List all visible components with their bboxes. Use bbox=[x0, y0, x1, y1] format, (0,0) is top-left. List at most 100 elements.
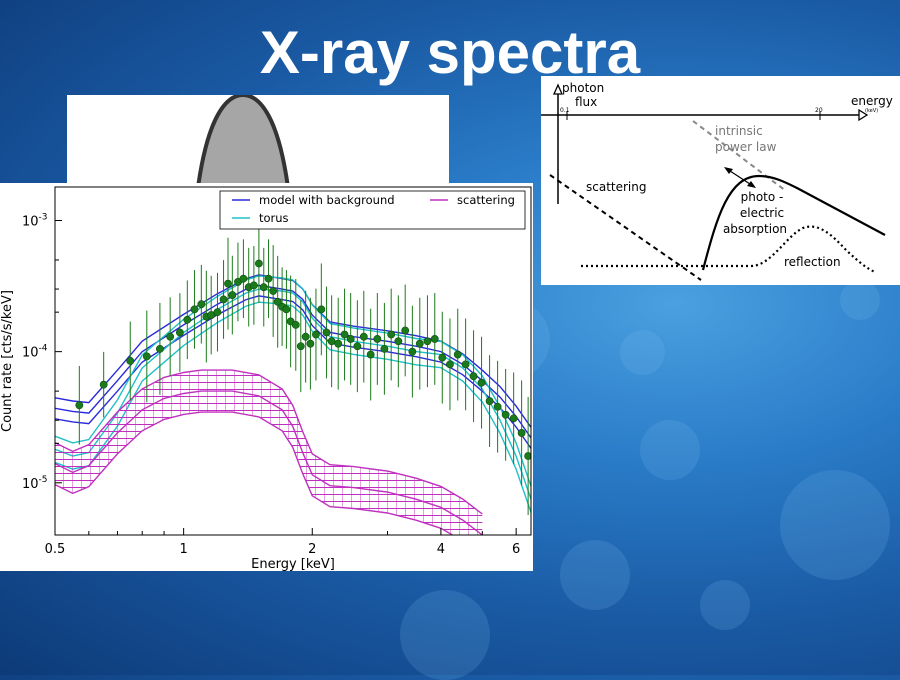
absorption-arrow bbox=[726, 168, 754, 187]
bell-shape-image bbox=[194, 95, 292, 195]
data-point bbox=[126, 357, 135, 365]
data-point bbox=[183, 315, 192, 324]
torus-line bbox=[55, 288, 531, 500]
data-point bbox=[366, 350, 375, 359]
torus-upper-line bbox=[55, 275, 531, 487]
data-point bbox=[197, 300, 206, 309]
absorption-arrow-tail bbox=[747, 181, 756, 188]
data-point bbox=[380, 344, 389, 353]
data-point bbox=[249, 281, 258, 290]
diagram-y-label-line1: photon bbox=[562, 81, 604, 95]
data-point bbox=[334, 339, 343, 348]
slide-title: X-ray spectra bbox=[259, 19, 641, 86]
reflection-line bbox=[581, 225, 876, 274]
x-tick-label: 0.5 bbox=[45, 542, 66, 557]
data-point bbox=[485, 397, 494, 405]
scattering-upper-line bbox=[55, 369, 483, 515]
data-point bbox=[373, 335, 382, 343]
data-point bbox=[524, 452, 531, 460]
data-point bbox=[408, 347, 417, 356]
data-point bbox=[264, 274, 273, 283]
data-point bbox=[142, 352, 151, 361]
data-point bbox=[224, 279, 232, 288]
background-image-panel bbox=[67, 95, 449, 195]
bokeh-circle bbox=[780, 470, 890, 580]
spectrum-plot-panel: 0.5 1 2 4 6 10-5 10-4 10-3 Energy [keV] Count rat… bbox=[0, 183, 533, 572]
data-point bbox=[517, 429, 526, 437]
data-point bbox=[340, 330, 349, 339]
bokeh-circle bbox=[700, 580, 750, 630]
x-tick-label: 4 bbox=[437, 542, 445, 557]
scattering-band-fill bbox=[55, 370, 483, 535]
data-point bbox=[438, 353, 447, 362]
scattering-line bbox=[55, 390, 483, 535]
absorption-arrow-head bbox=[724, 167, 733, 174]
data-point bbox=[423, 337, 432, 346]
data-point bbox=[401, 326, 410, 335]
scattering-label: scattering bbox=[586, 180, 647, 194]
data-point bbox=[359, 332, 368, 341]
data-point bbox=[394, 337, 403, 346]
data-point bbox=[291, 320, 300, 329]
x-tick-label: 2 bbox=[308, 542, 316, 557]
y-tick-label: 10-5 bbox=[22, 475, 48, 492]
data-point bbox=[239, 274, 248, 283]
schematic-diagram: 0.1 20 photon flux energy (keV) intrinsi… bbox=[541, 81, 893, 281]
data-point bbox=[346, 335, 355, 343]
y-tick-label: 10-4 bbox=[22, 344, 48, 361]
legend-box bbox=[219, 190, 526, 230]
absorbed-spectrum-line bbox=[701, 174, 886, 271]
spectrum-plot: 0.5 1 2 4 6 10-5 10-4 10-3 Energy [keV] Count rat… bbox=[0, 186, 532, 572]
data-point bbox=[430, 335, 439, 343]
data-point bbox=[99, 380, 108, 389]
scattering-line bbox=[549, 174, 702, 281]
data-point bbox=[322, 328, 331, 337]
reflection-label: reflection bbox=[784, 255, 841, 269]
diagram-x-label: energy bbox=[851, 94, 893, 108]
data-point bbox=[415, 339, 424, 348]
intrinsic-label-line1: intrinsic bbox=[715, 124, 763, 138]
bokeh-circle bbox=[640, 420, 700, 480]
data-point bbox=[387, 330, 396, 339]
data-point bbox=[156, 344, 164, 353]
photo-label-line2: electric bbox=[740, 206, 784, 220]
data-point bbox=[175, 328, 184, 337]
model-with-background-lower-line bbox=[55, 295, 531, 449]
legend-label-scattering: scattering bbox=[457, 193, 515, 207]
tick-high-label: 20 bbox=[815, 107, 823, 114]
x-tick-label: 6 bbox=[512, 542, 520, 557]
x-axis-label: Energy [keV] bbox=[251, 557, 335, 571]
diagram-y-arrow bbox=[552, 83, 564, 95]
data-point bbox=[296, 342, 305, 351]
legend-label-torus: torus bbox=[259, 211, 289, 225]
data-point bbox=[461, 360, 470, 369]
plot-area bbox=[55, 224, 531, 535]
data-point bbox=[453, 350, 462, 359]
intrinsic-power-law-line bbox=[692, 120, 787, 192]
schematic-diagram-panel: 0.1 20 photon flux energy (keV) intrinsi… bbox=[541, 76, 900, 285]
data-point bbox=[353, 342, 362, 351]
data-point bbox=[509, 414, 518, 423]
diagram-x-arrow bbox=[858, 108, 869, 122]
data-point bbox=[273, 297, 282, 306]
legend-label-model-with-background: model with background bbox=[259, 193, 395, 207]
data-point bbox=[213, 308, 222, 317]
data-point bbox=[75, 401, 84, 410]
y-axis-label: Count rate [cts/s/keV] bbox=[0, 290, 15, 432]
data-point bbox=[190, 305, 199, 314]
data-point bbox=[493, 402, 502, 411]
intrinsic-label-line2: power law bbox=[715, 140, 777, 154]
data-point bbox=[501, 410, 510, 419]
data-point bbox=[282, 305, 291, 314]
data-point bbox=[269, 287, 278, 295]
y-tick-label: 10-3 bbox=[22, 212, 48, 229]
plot-frame bbox=[54, 186, 532, 536]
data-point bbox=[477, 378, 486, 387]
diagram-x-unit: (keV) bbox=[865, 108, 878, 114]
data-point bbox=[254, 259, 263, 268]
photo-label-line1: photo - bbox=[741, 190, 784, 204]
bokeh-circle bbox=[840, 280, 880, 320]
data-point bbox=[327, 337, 336, 346]
data-point bbox=[207, 311, 216, 319]
bokeh-circle bbox=[620, 330, 665, 375]
